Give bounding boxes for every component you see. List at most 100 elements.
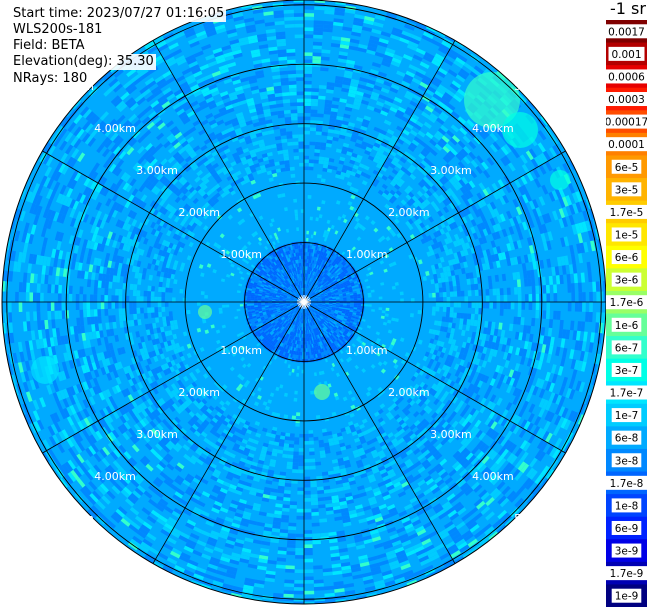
range-gate-cell xyxy=(355,314,360,318)
range-gate-cell xyxy=(323,310,327,313)
range-gate-cell xyxy=(341,280,346,284)
range-gate-cell xyxy=(370,364,376,369)
range-gate-cell xyxy=(478,442,487,452)
range-gate-cell xyxy=(444,276,449,283)
range-gate-cell xyxy=(470,313,475,320)
range-gate-cell xyxy=(457,455,466,464)
range-gate-cell xyxy=(286,551,296,556)
range-gate-cell xyxy=(468,454,477,464)
range-gate-cell xyxy=(400,298,404,302)
range-gate-cell xyxy=(348,45,359,51)
range-gate-cell xyxy=(352,269,357,274)
range-gate-cell xyxy=(354,173,361,179)
range-gate-cell xyxy=(557,365,564,376)
range-gate-cell xyxy=(320,259,323,263)
range-gate-cell xyxy=(337,327,342,331)
range-gate-cell xyxy=(492,335,498,343)
range-gate-cell xyxy=(563,419,572,431)
range-gate-cell xyxy=(346,300,351,302)
range-gate-cell xyxy=(439,97,449,106)
range-gate-cell xyxy=(317,269,320,274)
range-gate-cell xyxy=(308,281,311,286)
range-gate-cell xyxy=(353,271,358,276)
range-gate-cell xyxy=(465,413,473,422)
range-gate-cell xyxy=(526,467,535,478)
range-gate-cell xyxy=(317,497,325,502)
range-gate-cell xyxy=(309,465,316,470)
range-gate-cell xyxy=(310,299,315,301)
range-gate-cell xyxy=(545,212,552,223)
range-gate-cell xyxy=(428,387,435,395)
range-gate-cell xyxy=(324,234,329,239)
range-gate-cell xyxy=(544,410,552,421)
range-gate-cell xyxy=(288,522,297,527)
range-gate-cell xyxy=(504,184,512,194)
range-gate-cell xyxy=(509,423,518,433)
range-gate-cell xyxy=(482,302,486,309)
range-gate-cell xyxy=(391,285,396,290)
range-gate-cell xyxy=(329,269,333,273)
range-gate-cell xyxy=(308,288,311,293)
range-gate-cell xyxy=(482,249,488,258)
range-gate-cell xyxy=(451,420,459,429)
range-gate-cell xyxy=(485,302,490,309)
range-gate-cell xyxy=(523,420,531,431)
range-gate-cell xyxy=(283,593,294,598)
range-gate-cell xyxy=(305,277,307,281)
range-gate-cell xyxy=(442,390,450,398)
range-gate-cell xyxy=(368,38,379,45)
range-gate-cell xyxy=(330,256,334,261)
range-gate-cell xyxy=(317,278,321,282)
range-gate-cell xyxy=(393,96,403,104)
range-gate-cell xyxy=(316,120,324,125)
range-gate-cell xyxy=(308,293,311,297)
range-gate-cell xyxy=(542,335,548,345)
range-gate-cell xyxy=(306,304,310,307)
range-gate-cell xyxy=(391,168,399,176)
range-gate-cell xyxy=(464,242,471,250)
range-gate-cell xyxy=(314,311,318,315)
range-gate-cell xyxy=(293,601,304,604)
range-gate-cell xyxy=(395,163,403,170)
range-gate-cell xyxy=(479,229,485,238)
range-gate-cell xyxy=(307,245,310,249)
range-gate-cell xyxy=(405,220,411,227)
range-gate-cell xyxy=(467,130,476,139)
range-gate-cell xyxy=(285,432,291,437)
range-gate-cell xyxy=(365,146,373,153)
range-gate-cell xyxy=(447,150,456,159)
range-gate-cell xyxy=(308,166,314,171)
range-gate-cell xyxy=(476,223,483,232)
range-gate-cell xyxy=(323,316,328,320)
range-gate-cell xyxy=(442,306,447,312)
range-gate-cell xyxy=(475,165,483,175)
range-gate-cell xyxy=(432,269,437,275)
range-gate-cell xyxy=(359,350,365,355)
range-gate-cell xyxy=(322,264,326,269)
range-gate-cell xyxy=(304,533,313,538)
range-gate-cell xyxy=(323,283,327,287)
range-gate-cell xyxy=(356,294,361,297)
range-gate-cell xyxy=(552,393,559,404)
range-gate-cell xyxy=(532,261,538,270)
range-gate-cell xyxy=(361,341,367,347)
range-gate-cell xyxy=(449,83,460,92)
range-gate-cell xyxy=(309,248,312,253)
range-gate-cell xyxy=(462,184,470,193)
range-gate-cell xyxy=(323,291,328,294)
range-gate-cell xyxy=(442,370,449,378)
range-gate-cell xyxy=(349,271,354,276)
range-gate-cell xyxy=(347,147,354,153)
range-gate-cell xyxy=(307,355,310,359)
range-gate-cell xyxy=(454,405,461,414)
range-gate-cell xyxy=(343,316,348,320)
range-gate-cell xyxy=(523,278,529,287)
range-gate-cell xyxy=(334,83,343,88)
range-gate-cell xyxy=(345,272,350,276)
range-gate-cell xyxy=(442,244,449,251)
range-gate-cell xyxy=(313,275,316,280)
range-gate-cell xyxy=(427,425,435,433)
range-gate-cell xyxy=(333,312,338,316)
range-gate-cell xyxy=(589,302,593,313)
range-gate-cell xyxy=(502,337,508,346)
